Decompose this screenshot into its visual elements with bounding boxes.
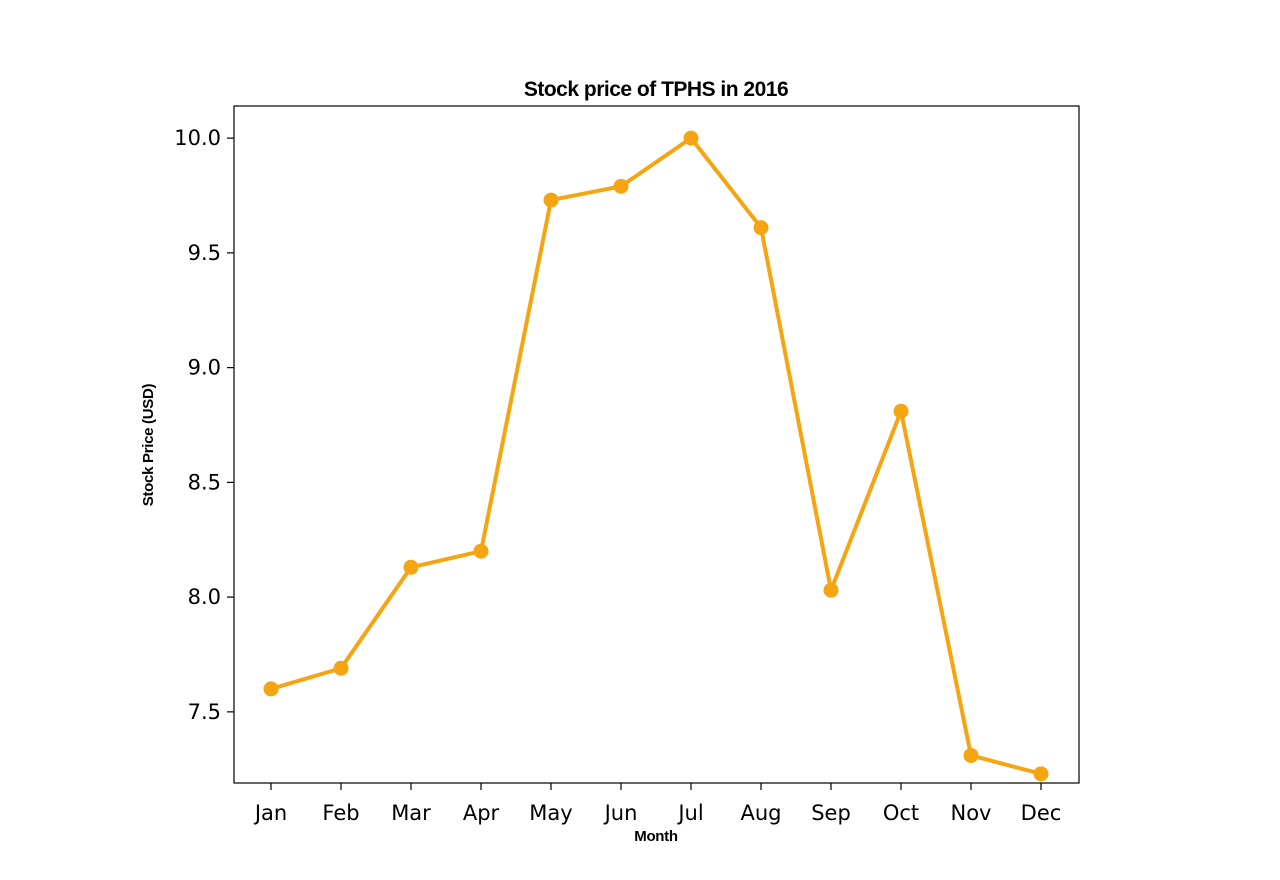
chart-title: Stock price of TPHS in 2016 bbox=[524, 78, 788, 101]
x-tick-label-jun: Jun bbox=[603, 801, 638, 825]
data-point-oct bbox=[893, 403, 909, 419]
series-line bbox=[269, 136, 1043, 776]
data-point-mar bbox=[403, 559, 419, 575]
x-tick-label-may: May bbox=[529, 801, 572, 825]
data-point-jun bbox=[613, 178, 629, 194]
x-tick-label-jan: Jan bbox=[253, 801, 287, 825]
data-point-jan bbox=[263, 681, 279, 697]
x-tick-label-sep: Sep bbox=[811, 801, 851, 825]
x-tick-label-apr: Apr bbox=[463, 801, 500, 825]
x-axis-title: Month bbox=[634, 828, 678, 845]
data-point-sep bbox=[823, 582, 839, 598]
data-point-jul bbox=[683, 130, 699, 146]
y-tick-label-3: 9.0 bbox=[188, 356, 221, 380]
y-tick-label-0: 7.5 bbox=[188, 700, 221, 724]
data-point-may bbox=[543, 192, 559, 208]
x-tick-label-jul: Jul bbox=[676, 801, 703, 825]
data-point-apr bbox=[473, 543, 489, 559]
data-point-nov bbox=[963, 747, 979, 763]
x-tick-label-feb: Feb bbox=[322, 801, 359, 825]
x-axis: Jan Feb Mar Apr May Jun Jul Aug Sep Oct Nov Dec bbox=[253, 783, 1062, 825]
y-axis: 7.5 8.0 8.5 9.0 9.5 10.0 bbox=[174, 126, 234, 724]
x-tick-label-aug: Aug bbox=[740, 801, 781, 825]
y-tick-label-4: 9.5 bbox=[188, 241, 221, 265]
y-tick-label-2: 8.5 bbox=[188, 470, 221, 494]
data-point-feb bbox=[333, 660, 349, 676]
x-tick-label-mar: Mar bbox=[391, 801, 431, 825]
data-point-aug bbox=[753, 220, 769, 236]
x-tick-label-nov: Nov bbox=[951, 801, 992, 825]
series-price bbox=[263, 130, 1049, 782]
plot-area-frame bbox=[233, 105, 1080, 784]
y-tick-label-5: 10.0 bbox=[174, 126, 221, 150]
data-point-dec bbox=[1033, 766, 1049, 782]
x-tick-label-oct: Oct bbox=[883, 801, 919, 825]
y-axis-title: Stock Price (USD) bbox=[140, 383, 157, 506]
y-tick-label-1: 8.0 bbox=[188, 585, 221, 609]
x-tick-label-dec: Dec bbox=[1021, 801, 1062, 825]
